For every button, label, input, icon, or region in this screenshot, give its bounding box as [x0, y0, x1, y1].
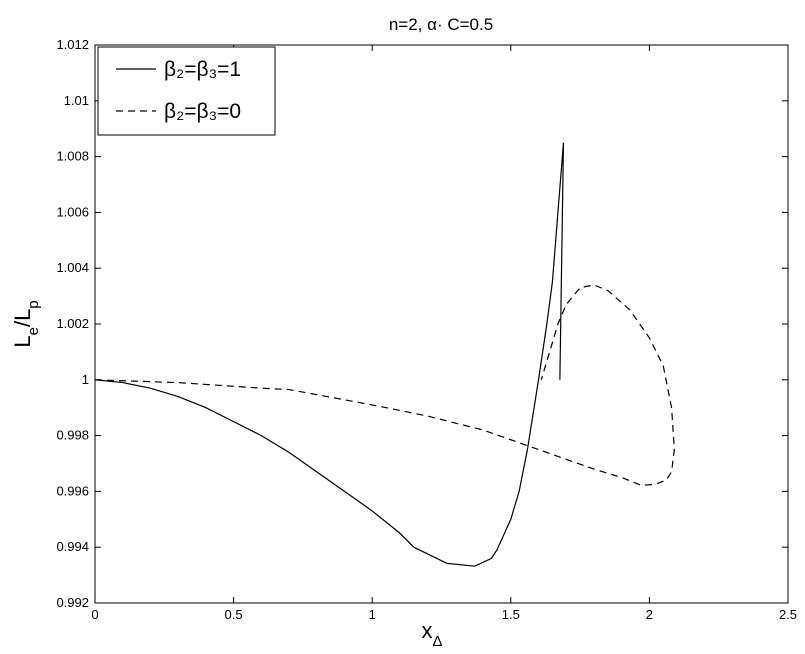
x-tick-label: 0.5 [225, 607, 243, 622]
y-label-sub: e [25, 327, 42, 335]
x-label-sub: Δ [432, 633, 442, 650]
y-tick-label: 1.004 [56, 260, 89, 275]
y-tick-label: 0.996 [56, 483, 89, 498]
y-label-main: /L [10, 309, 35, 327]
y-label-sub: p [25, 300, 42, 308]
y-tick-label: 1.008 [56, 149, 89, 164]
y-label-main: L [10, 335, 35, 347]
y-tick-label: 0.998 [56, 428, 89, 443]
y-tick-label: 1 [82, 372, 89, 387]
legend-label: β₂=β₃=0 [164, 100, 241, 123]
y-tick-label: 0.994 [56, 539, 89, 554]
y-tick-label: 1.01 [64, 93, 89, 108]
x-tick-label: 1.5 [502, 607, 520, 622]
y-tick-label: 1.002 [56, 316, 89, 331]
data-line [94, 284, 675, 486]
legend-box [97, 46, 276, 136]
x-tick-label: 0 [91, 607, 98, 622]
x-tick-label: 2 [646, 607, 653, 622]
x-label-main: x [421, 618, 432, 643]
x-tick-label: 1 [369, 607, 376, 622]
x-tick-label: 2.5 [779, 607, 797, 622]
legend-label: β₂=β₃=1 [164, 58, 241, 81]
data-line [94, 142, 565, 567]
y-tick-label: 1.006 [56, 204, 89, 219]
y-tick-label: 1.012 [56, 37, 89, 52]
x-axis-label: xΔ [421, 618, 442, 650]
y-axis-label: Le/Lp [10, 300, 42, 347]
y-tick-label: 0.992 [56, 595, 89, 610]
legend: β₂=β₃=1 β₂=β₃=0 [97, 46, 276, 136]
chart-title: n=2, α· C=0.5 [389, 15, 493, 34]
